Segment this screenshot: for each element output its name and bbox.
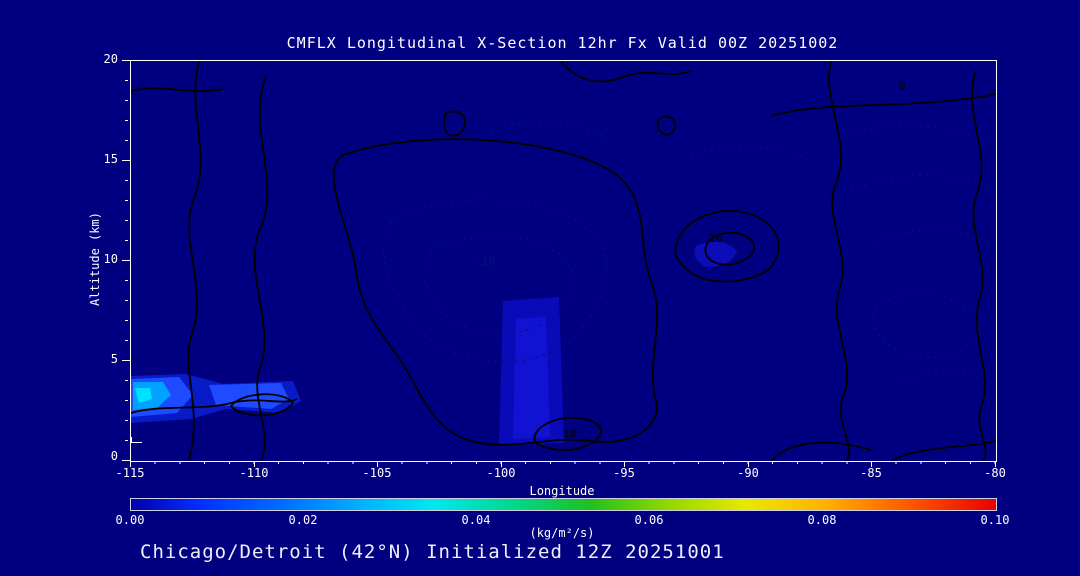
x-tick-label: -100 (486, 466, 516, 480)
colorbar-tick-label: 0.04 (461, 513, 491, 527)
plot-area: 10 10 -10 0 (130, 60, 997, 462)
x-tick-label: -95 (613, 466, 635, 480)
x-tick-label: -110 (239, 466, 269, 480)
y-tick-label: 5 (110, 352, 118, 366)
x-tick-label: -85 (860, 466, 882, 480)
x-tick-label: -105 (362, 466, 392, 480)
colorbar-tick-label: 0.06 (634, 513, 664, 527)
x-tick (748, 461, 749, 467)
contour-field: 10 10 -10 0 (131, 61, 996, 461)
y-tick (122, 460, 130, 461)
x-tick (871, 461, 872, 467)
negative-contours (382, 120, 996, 387)
x-tick (995, 461, 996, 467)
x-tick-label: -115 (115, 466, 145, 480)
colorbar (130, 498, 997, 511)
x-tick-label: -90 (737, 466, 759, 480)
x-tick (501, 461, 502, 467)
x-tick (130, 461, 131, 467)
flux-shading-region (131, 241, 737, 445)
y-tick-label: 15 (103, 152, 118, 166)
y-tick (122, 60, 130, 61)
y-tick-label: 0 (110, 449, 118, 463)
positive-contours (131, 61, 996, 461)
colorbar-tick-label: 0.02 (288, 513, 318, 527)
contour-label: 0 (899, 79, 906, 92)
colorbar-tick-label: 0.08 (807, 513, 837, 527)
y-tick-label: 20 (103, 52, 118, 66)
x-tick (254, 461, 255, 467)
y-tick (122, 160, 130, 161)
contour-label: 10 (563, 427, 576, 440)
surface-level-mark (131, 437, 142, 443)
contour-label: -10 (475, 255, 495, 268)
y-tick-label: 10 (103, 252, 118, 266)
contour-label-group: 10 10 -10 0 (475, 79, 906, 440)
plot-caption: Chicago/Detroit (42°N) Initialized 12Z 2… (140, 541, 725, 563)
colorbar-tick-label: 0.00 (115, 513, 145, 527)
y-tick (122, 360, 130, 361)
y-tick (122, 260, 130, 261)
x-minor-ticks (130, 461, 996, 464)
contour-label: 10 (709, 232, 722, 245)
x-tick (624, 461, 625, 467)
plot-title: CMFLX Longitudinal X-Section 12hr Fx Val… (286, 34, 839, 52)
x-tick-label: -80 (984, 466, 1006, 480)
x-axis-title: Longitude (529, 484, 595, 498)
colorbar-units-label: (kg/m²/s) (529, 526, 595, 540)
x-tick (377, 461, 378, 467)
colorbar-tick-label: 0.10 (980, 513, 1010, 527)
